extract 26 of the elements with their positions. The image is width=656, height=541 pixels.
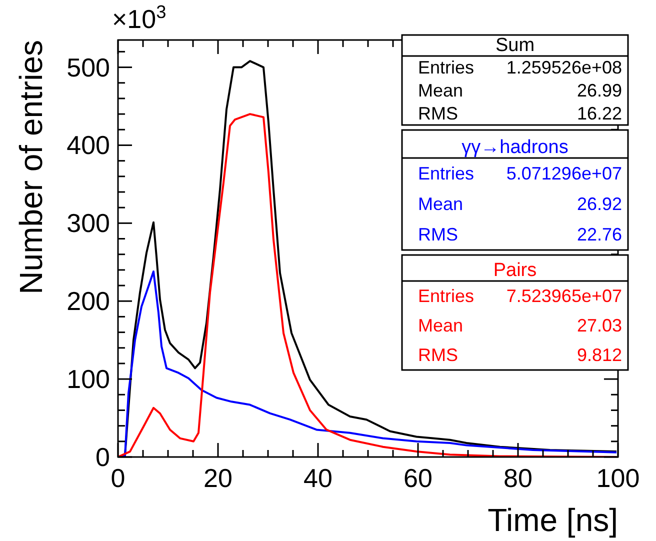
text: Entries 1.259526e+08 [418,58,622,78]
y-tick-label: 500 [66,52,110,82]
x-tick-label: 100 [596,463,640,493]
text: Mean 27.03 [418,316,622,336]
x-tick-label: 20 [204,463,232,493]
x-tick-label: 40 [304,463,332,493]
text: RMS 9.812 [418,345,622,366]
y-tick-label: 100 [66,364,110,394]
y-tick-label: 300 [66,208,110,238]
y-axis-title: Number of entries [13,40,49,294]
text: Sum [495,35,535,56]
x-tick-label: 80 [504,463,532,493]
text: RMS 16.22 [418,104,622,124]
text: ×10$^{3}$ [112,2,166,34]
text: RMS 22.76 [418,224,622,245]
y-tick-label: 200 [66,286,110,316]
text: Entries 7.523965e+07 [418,286,622,306]
x-axis-title: Time [ns] [488,502,618,538]
text: γγ→hadrons [462,137,568,158]
y-tick-label: 0 [96,442,110,472]
text: Mean 26.92 [418,194,622,214]
x-tick-label: 60 [404,463,432,493]
y-tick-label: 400 [66,130,110,160]
text: Pairs [493,260,537,281]
text: Mean 26.99 [418,80,622,100]
text: Entries 5.071296e+07 [418,163,622,184]
